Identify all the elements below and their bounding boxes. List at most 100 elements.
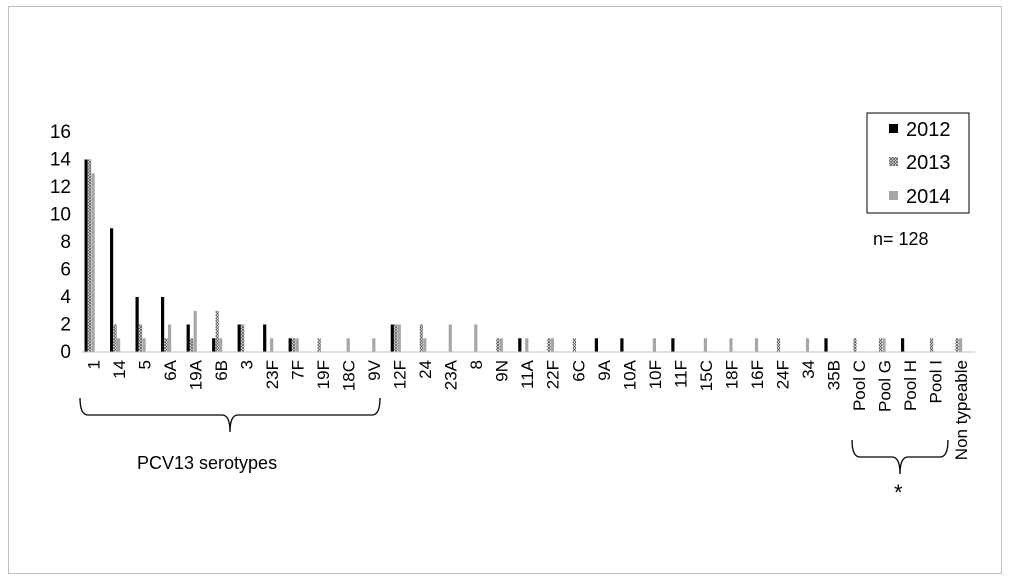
bar-2013-pool-g [878,338,883,353]
bar-2014-11a [525,338,529,353]
bar-2014-7f [295,338,299,353]
x-tick-label: 9V [365,359,384,380]
bar-2013-19f [317,338,321,353]
x-tick-label: Pool C [850,360,869,411]
bar-2014-15c [703,338,707,353]
x-tick-label: 35B [824,360,843,390]
x-tick-label: Pool I [927,360,946,403]
x-tick-label: 18C [340,360,359,391]
x-tick-label: 9A [595,359,614,380]
legend-swatch-2013 [889,157,898,166]
y-tick-label: 4 [60,287,71,308]
legend-swatch-2014 [889,191,898,200]
bar-2014-non-typeable [959,338,963,353]
bar-2013-14 [113,324,117,352]
bar-2014-23f [270,338,274,353]
y-tick-label: 10 [50,205,71,226]
sample-size-label: n= 128 [873,229,929,249]
x-tick-label: 6B [212,360,231,381]
y-tick-label: 16 [50,122,71,143]
x-tick-label: 3 [238,360,257,369]
bar-2014-6b [219,338,223,353]
x-tick-label: 19F [314,360,333,389]
y-tick-label: 6 [60,260,71,281]
pcv13-group-label: PCV13 serotypes [137,453,277,473]
bar-2012-7f [288,338,292,353]
y-tick-label: 12 [50,177,71,198]
x-tick-label: 14 [110,360,129,379]
legend-swatch-2012 [889,124,898,133]
bar-2012-11f [671,338,675,353]
bar-2013-pool-c [853,338,857,353]
x-tick-label: 18F [722,360,741,389]
x-tick-label: 23A [442,359,461,390]
bar-2014-9v [372,338,376,353]
bar-2013-5 [139,324,143,352]
bar-2013-non-typeable [955,338,959,353]
bar-2014-5 [142,338,146,353]
chart-frame [8,6,1002,574]
y-tick-label: 14 [50,150,72,171]
x-tick-label: Pool H [901,360,920,411]
bar-2013-9n [496,338,500,353]
bar-2013-7f [292,338,296,353]
x-tick-label: Non typeable [952,360,971,460]
bar-2012-9a [594,338,598,353]
bar-2012-6b [212,338,216,353]
bar-2014-8 [474,324,478,352]
bar-2013-19a [190,338,194,353]
y-tick-label: 2 [60,315,71,336]
legend-label-2014: 2014 [906,186,951,208]
bar-2014-23a [448,324,452,352]
x-tick-label: 10F [646,360,665,389]
bar-2014-19a [193,310,197,353]
bar-2013-pool-i [930,338,934,353]
bar-2013-12f [394,324,398,352]
y-tick-label: 0 [60,342,71,363]
bar-2014-18f [729,338,733,353]
x-tick-label: 6C [569,360,588,382]
x-tick-label: 6A [161,359,180,380]
bar-2014-24 [423,338,427,353]
x-tick-label: 12F [391,360,410,389]
bar-2012-11a [518,338,522,353]
bar-2014-9n [499,338,503,353]
bar-2012-10a [620,338,624,353]
y-tick-label: 8 [60,232,71,253]
x-tick-label: 5 [136,360,155,369]
pool-brace [851,439,949,475]
bar-2013-6c [572,338,576,353]
bar-2012-14 [110,228,114,353]
annotation-layer [79,397,949,475]
bar-2012-5 [135,297,139,352]
bar-2012-19a [186,324,190,352]
bar-2012-3 [237,324,241,352]
bar-2012-35b [824,338,828,353]
x-tick-label: 15C [697,360,716,391]
x-tick-label: 23F [263,360,282,389]
legend-label-2013: 2013 [906,152,951,174]
x-tick-label: 11A [518,359,537,389]
legend-box [866,112,970,214]
bar-2014-6a [168,324,172,352]
bar-2013-24f [776,338,781,353]
bar-2012-6a [161,297,165,352]
bar-2013-24 [419,324,423,352]
legend-label-2012: 2012 [906,119,951,141]
bar-2013-3 [241,324,245,352]
x-tick-label: 1 [85,360,104,369]
bar-2014-12f [397,324,401,352]
bar-2014-22f [550,338,554,353]
x-tick-label: 19A [187,359,206,390]
x-tick-label: 34 [799,360,818,379]
bar-2012-pool-h [901,338,905,353]
pcv13-brace [79,397,381,433]
bar-2013-6a [164,338,168,353]
axes-layer: 0 2 4 6 8 10 12 14 16 1 14 5 6A 19A 6B 3 23F 7F 19F 18C 9V 12… [50,122,975,460]
x-tick-label: 22F [544,360,563,389]
x-tick-label: 10A [620,359,639,390]
bar-2014-10f [652,338,656,353]
x-tick-label: 7F [289,360,308,380]
bars-layer [84,159,963,353]
